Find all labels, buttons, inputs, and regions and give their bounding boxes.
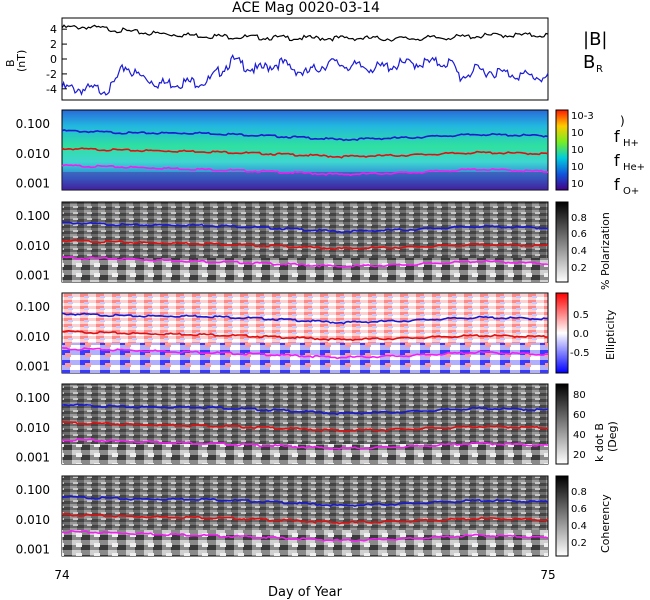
panel-power <box>61 109 569 191</box>
colorbar-power-ticks: 10-3 10 10 10 10 ) <box>571 111 625 190</box>
series-bmag-line <box>61 24 549 42</box>
y-tick-label: 0.010 <box>16 421 50 435</box>
x-axis-label: Day of Year <box>268 585 343 600</box>
y-tick-label: 0.010 <box>16 147 50 161</box>
cb-tick: 0.2 <box>571 263 587 274</box>
panel-coherency <box>61 475 569 557</box>
series-fh-line <box>61 129 549 142</box>
series-fhe-line <box>61 147 549 159</box>
paren-label: ) <box>620 114 625 128</box>
series-fo-line <box>61 256 549 269</box>
cb-tick: 0.4 <box>571 521 587 532</box>
y-tick-label: 0.001 <box>16 542 50 556</box>
legend-br-sub: R <box>596 64 603 75</box>
series-fhe-line <box>61 329 549 342</box>
cb-tick: 10 <box>571 145 584 156</box>
ylabel-b: B <box>4 59 17 67</box>
legend-bmag: |B| <box>583 29 607 50</box>
panel-polarization <box>61 201 569 283</box>
cb-tick: 10 <box>571 162 584 173</box>
series-fhe-line <box>61 513 549 525</box>
legend-fh-sub: H+ <box>623 138 639 149</box>
y-tick-label: 0 <box>50 53 57 66</box>
series-fhe-line <box>61 420 549 433</box>
y-tick-label: 0.100 <box>16 209 50 223</box>
y-tick-label: 4 <box>50 23 57 36</box>
x-tick-label: 74 <box>54 568 69 582</box>
series-fo-line <box>61 163 549 177</box>
cb-tick: 10 <box>571 128 584 139</box>
panel-kdotb <box>61 383 569 465</box>
cb-tick: 0.8 <box>571 487 587 498</box>
colorbar-ellipticity-ticks: 0.5 0.0 -0.5 Ellipticity <box>570 309 617 360</box>
cb-tick: 80 <box>573 390 586 401</box>
legend-fo-sub: O+ <box>623 186 639 197</box>
chart-title: ACE Mag 0020-03-14 <box>232 0 380 16</box>
y-tick-label: 0.100 <box>16 300 50 314</box>
series-fo-line <box>61 438 549 450</box>
legend-fh: f <box>614 127 620 146</box>
y-tick-label: 0.001 <box>16 359 50 373</box>
series-fo-line <box>61 529 549 542</box>
y-tick-label: 0.010 <box>16 330 50 344</box>
y-tick-label: -4 <box>46 83 57 96</box>
cb-tick: 0.2 <box>571 538 587 549</box>
series-fh-line <box>61 221 549 234</box>
cb-tick: 0.4 <box>571 246 587 257</box>
colorbar-coherency-ticks: 0.8 0.6 0.4 0.2 Coherency <box>571 487 612 553</box>
legend-br: B <box>583 52 595 73</box>
colorbar-kdotb-ticks: 80 60 40 20 k dot B (Deg) <box>573 390 619 462</box>
cb-tick: 0.0 <box>573 329 589 340</box>
cb-tick: 0.8 <box>571 213 587 224</box>
cb-tick: 0.5 <box>573 310 589 321</box>
y-tick-label: -2 <box>46 68 57 81</box>
panel-ellipticity <box>61 292 569 374</box>
ylabel-b-unit: (nT) <box>15 50 28 72</box>
cb-sublabel-kdotb: (Deg) <box>606 421 619 452</box>
cb-tick: 10 <box>571 179 584 190</box>
x-tick-label: 75 <box>540 568 555 582</box>
cb-tick: 10-3 <box>571 111 594 122</box>
cb-tick: 20 <box>573 450 586 461</box>
y-tick-label: 0.010 <box>16 239 50 253</box>
series-fh-line <box>61 403 549 416</box>
cb-label-ellipticity: Ellipticity <box>604 309 617 360</box>
series-fo-line <box>61 347 549 360</box>
cb-tick: 0.6 <box>571 229 587 240</box>
y-tick-label: 0.100 <box>16 117 50 131</box>
cb-label-coherency: Coherency <box>599 494 612 553</box>
y-tick-label: 0.100 <box>16 483 50 497</box>
y-tick-label: 0.001 <box>16 176 50 190</box>
cb-tick: -0.5 <box>570 348 590 359</box>
cb-tick: 40 <box>573 430 586 441</box>
legend-fhe-sub: He+ <box>623 162 645 173</box>
series-fh-line <box>61 495 549 508</box>
panel-b-field: 4 2 0 -2 -4 B (nT) |B| B R <box>4 17 607 101</box>
y-tick-label: 0.010 <box>16 513 50 527</box>
series-br-line <box>61 54 549 96</box>
cb-label-polarization: % Polarization <box>599 212 612 290</box>
freq-legend: f H+ f He+ f O+ <box>614 127 645 197</box>
cb-tick: 0.6 <box>571 504 587 515</box>
legend-fhe: f <box>614 151 620 170</box>
y-tick-label: 0.001 <box>16 268 50 282</box>
cb-tick: 60 <box>573 410 586 421</box>
series-fh-line <box>61 312 548 325</box>
y-tick-label: 2 <box>50 38 57 51</box>
legend-fo: f <box>614 175 620 194</box>
y-tick-label: 0.001 <box>16 450 50 464</box>
colorbar-polarization-ticks: 0.8 0.6 0.4 0.2 % Polarization <box>571 212 612 290</box>
y-tick-label: 0.100 <box>16 391 50 405</box>
series-fhe-line <box>61 239 549 251</box>
cb-label-kdotb: k dot B <box>593 423 606 462</box>
